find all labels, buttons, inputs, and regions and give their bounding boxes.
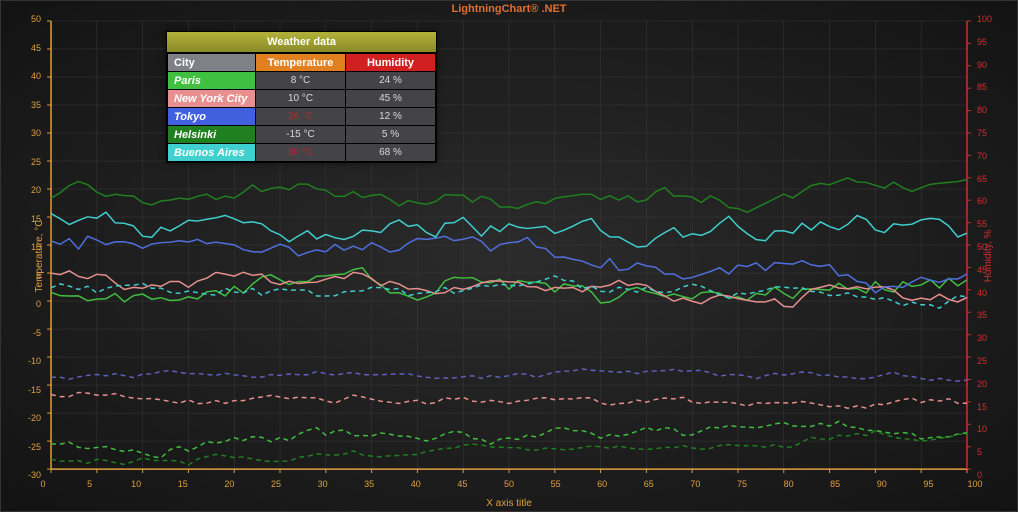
legend-row: Buenos Aires30 °C68 % <box>168 144 436 162</box>
legend-temp-cell: 10 °C <box>256 90 346 108</box>
y-left-tick: 40 <box>21 71 41 81</box>
x-axis-label: X axis title <box>486 498 532 509</box>
y-right-tick: 25 <box>977 356 997 366</box>
x-axis-ticks: 0510152025303540455055606570758085909510… <box>43 479 975 493</box>
y-right-tick: 20 <box>977 379 997 389</box>
legend-row: Tokyo26 °C12 % <box>168 108 436 126</box>
legend-row: New York City10 °C45 % <box>168 90 436 108</box>
y-left-tick: -10 <box>21 356 41 366</box>
x-tick: 100 <box>967 479 982 489</box>
legend-title: Weather data <box>167 32 436 53</box>
x-tick: 90 <box>877 479 887 489</box>
y-right-tick: 90 <box>977 60 997 70</box>
y-left-tick: -15 <box>21 385 41 395</box>
legend-city-cell[interactable]: Buenos Aires <box>168 144 256 162</box>
y-left-tick: 45 <box>21 43 41 53</box>
x-tick: 30 <box>318 479 328 489</box>
chart-container: LightningChart® .NET Temperature, °C Hum… <box>0 0 1018 512</box>
x-tick: 55 <box>551 479 561 489</box>
legend-hum-cell: 68 % <box>346 144 436 162</box>
y-right-tick: 45 <box>977 265 997 275</box>
y-left-tick: -25 <box>21 442 41 452</box>
y-right-tick: 80 <box>977 105 997 115</box>
legend-temp-cell: 8 °C <box>256 72 346 90</box>
y-right-tick: 55 <box>977 219 997 229</box>
legend-header-temp: Temperature <box>256 54 346 72</box>
x-tick: 85 <box>830 479 840 489</box>
y-left-tick: 0 <box>21 299 41 309</box>
y-left-tick: 20 <box>21 185 41 195</box>
legend-header-city: City <box>168 54 256 72</box>
legend-table: Weather data City Temperature Humidity P… <box>166 31 437 163</box>
x-tick: 5 <box>87 479 92 489</box>
y-right-tick: 50 <box>977 242 997 252</box>
legend-row: Helsinki-15 °C5 % <box>168 126 436 144</box>
legend-hum-cell: 5 % <box>346 126 436 144</box>
legend-hum-cell: 12 % <box>346 108 436 126</box>
x-tick: 25 <box>271 479 281 489</box>
legend-row: Paris8 °C24 % <box>168 72 436 90</box>
x-tick: 10 <box>131 479 141 489</box>
y-right-tick: 40 <box>977 288 997 298</box>
y-right-tick: 60 <box>977 196 997 206</box>
y-right-tick: 30 <box>977 333 997 343</box>
y-left-tick: 10 <box>21 242 41 252</box>
y-axis-left-ticks: -30-25-20-15-10-505101520253035404550 <box>21 19 41 475</box>
y-left-tick: 50 <box>21 14 41 24</box>
x-tick: 70 <box>690 479 700 489</box>
y-axis-right-ticks: 0510152025303540455055606570758085909510… <box>977 19 997 475</box>
legend-city-cell[interactable]: Helsinki <box>168 126 256 144</box>
legend-city-cell[interactable]: Tokyo <box>168 108 256 126</box>
legend-temp-cell: 30 °C <box>256 144 346 162</box>
y-right-tick: 85 <box>977 82 997 92</box>
y-left-tick: -5 <box>21 328 41 338</box>
y-left-tick: -20 <box>21 413 41 423</box>
y-right-tick: 35 <box>977 310 997 320</box>
legend-city-cell[interactable]: Paris <box>168 72 256 90</box>
y-right-tick: 75 <box>977 128 997 138</box>
y-left-tick: 30 <box>21 128 41 138</box>
y-right-tick: 100 <box>977 14 997 24</box>
chart-title: LightningChart® .NET <box>451 3 566 15</box>
legend-city-cell[interactable]: New York City <box>168 90 256 108</box>
y-left-tick: -30 <box>21 470 41 480</box>
legend-hum-cell: 24 % <box>346 72 436 90</box>
y-left-tick: 35 <box>21 100 41 110</box>
x-tick: 45 <box>457 479 467 489</box>
x-tick: 95 <box>923 479 933 489</box>
legend-temp-cell: -15 °C <box>256 126 346 144</box>
legend-temp-cell: 26 °C <box>256 108 346 126</box>
x-tick: 65 <box>644 479 654 489</box>
x-tick: 40 <box>411 479 421 489</box>
legend-data-table: City Temperature Humidity Paris8 °C24 %N… <box>167 53 436 162</box>
x-tick: 80 <box>784 479 794 489</box>
y-left-tick: 25 <box>21 157 41 167</box>
legend-header-hum: Humidity <box>346 54 436 72</box>
y-right-tick: 5 <box>977 447 997 457</box>
x-tick: 20 <box>224 479 234 489</box>
legend-hum-cell: 45 % <box>346 90 436 108</box>
y-right-tick: 70 <box>977 151 997 161</box>
x-tick: 15 <box>178 479 188 489</box>
x-tick: 35 <box>364 479 374 489</box>
x-tick: 50 <box>504 479 514 489</box>
y-right-tick: 15 <box>977 402 997 412</box>
y-right-tick: 95 <box>977 37 997 47</box>
x-tick: 0 <box>40 479 45 489</box>
x-tick: 60 <box>597 479 607 489</box>
y-right-tick: 65 <box>977 174 997 184</box>
y-left-tick: 15 <box>21 214 41 224</box>
x-tick: 75 <box>737 479 747 489</box>
y-left-tick: 5 <box>21 271 41 281</box>
y-right-tick: 10 <box>977 424 997 434</box>
